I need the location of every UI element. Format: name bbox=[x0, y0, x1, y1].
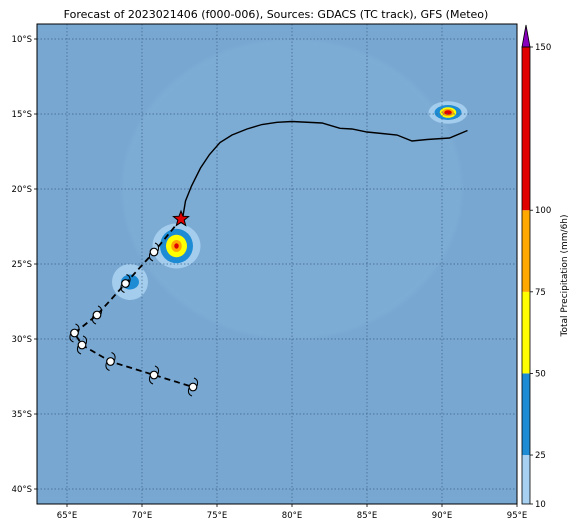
colorbar-tick-label: 25 bbox=[535, 451, 546, 461]
past-track-line bbox=[181, 120, 468, 220]
colorbar-border bbox=[521, 46, 531, 505]
colorbar-tick-label: 50 bbox=[535, 369, 546, 379]
lat-tick-label: 35°S bbox=[12, 410, 32, 420]
colorbar-extend-arrow bbox=[521, 24, 531, 48]
lon-tick-label: 85°E bbox=[357, 511, 377, 521]
lat-tick-label: 10°S bbox=[12, 35, 32, 45]
lon-tick-label: 90°E bbox=[432, 511, 452, 521]
cyclone-symbol-icon bbox=[148, 365, 160, 385]
tc-track bbox=[69, 120, 468, 397]
cyclone-symbol-icon bbox=[105, 352, 116, 371]
colorbar-tick-label: 75 bbox=[535, 288, 546, 298]
cyclone-symbol-icon bbox=[148, 242, 160, 262]
cyclone-symbol-icon bbox=[187, 377, 199, 397]
lat-tick-label: 40°S bbox=[12, 485, 32, 495]
colorbar-band-0 bbox=[522, 455, 530, 504]
cyclone-symbol-icon bbox=[76, 335, 88, 355]
lon-tick-label: 95°E bbox=[507, 511, 527, 521]
forecast-track-line bbox=[73, 218, 194, 388]
colorbar-band-4 bbox=[522, 47, 530, 211]
lon-tick-label: 80°E bbox=[282, 511, 302, 521]
lat-tick-label: 20°S bbox=[12, 185, 32, 195]
colorbar-band-2 bbox=[522, 291, 530, 374]
colorbar-tick-label: 100 bbox=[535, 206, 551, 216]
colorbar-band-3 bbox=[522, 210, 530, 292]
cyclone-symbol-icon bbox=[120, 274, 131, 293]
graticule bbox=[37, 24, 517, 504]
lon-tick-label: 75°E bbox=[207, 511, 227, 521]
lon-tick-label: 65°E bbox=[57, 511, 77, 521]
axis-ticks: 65°E 70°E 75°E 80°E 85°E 90°E 95°E 10°S 15°S 20°S… bbox=[12, 35, 528, 521]
cyclone-symbol-icon bbox=[69, 323, 80, 343]
lon-tick-label: 70°E bbox=[132, 511, 152, 521]
colorbar-tick-label: 150 bbox=[535, 43, 551, 53]
map-title: Forecast of 2023021406 (f000-006), Sourc… bbox=[63, 8, 489, 21]
precip-contour-2-4 bbox=[444, 110, 452, 115]
lat-tick-label: 25°S bbox=[12, 260, 32, 270]
colorbar-band-1 bbox=[522, 373, 530, 456]
current-position-star-icon bbox=[172, 209, 190, 227]
precip-contour-0-4 bbox=[174, 243, 179, 249]
cyclone-symbol-icon bbox=[91, 305, 103, 325]
colorbar-label: Total Precipitation (mm/6h) bbox=[560, 214, 570, 337]
map-border bbox=[36, 23, 518, 505]
colorbar-tick-label: 10 bbox=[535, 500, 546, 510]
lat-tick-label: 15°S bbox=[12, 110, 32, 120]
lat-tick-label: 30°S bbox=[12, 335, 32, 345]
colorbar: 10 25 50 75 100 150 Total Precipitation (mm/6h… bbox=[521, 24, 570, 510]
